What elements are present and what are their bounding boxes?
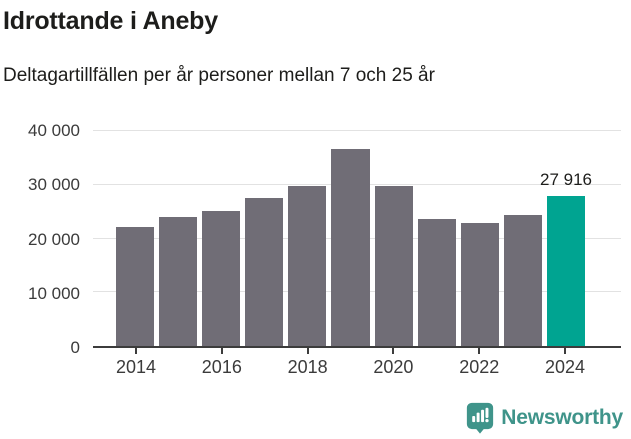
plot-area: 27 916 <box>93 130 621 348</box>
x-axis-label: 2020 <box>373 357 414 377</box>
x-cell-2016: 2016 <box>202 348 242 378</box>
bar-2018 <box>288 186 327 346</box>
x-cell-2024: 2024 <box>545 348 585 378</box>
bar-2023 <box>503 215 542 346</box>
x-cell-2023 <box>504 348 540 378</box>
newsworthy-chart-bubble-icon <box>466 402 494 434</box>
bar-2022 <box>460 223 499 346</box>
chart-subtitle: Deltagartillfällen per år personer mella… <box>3 65 435 86</box>
x-axis-label: 2022 <box>459 357 500 377</box>
bar-2017 <box>245 197 284 346</box>
bar-2020 <box>374 185 413 346</box>
x-cell-2022: 2022 <box>459 348 499 378</box>
x-axis-label: 2024 <box>544 357 586 377</box>
bar-slot-2017 <box>245 131 284 346</box>
x-tick-mark <box>564 348 566 354</box>
bar-2019 <box>331 148 370 346</box>
brand-name: Newsworthy <box>501 406 623 429</box>
bar-2015 <box>159 217 198 346</box>
bar-chart: 0 10 000 20 000 30 000 40 000 27 916 <box>3 122 621 357</box>
chart-title: Idrottande i Aneby <box>3 7 218 35</box>
bars-row: 27 916 <box>93 131 621 346</box>
bar-slot-2019 <box>331 131 370 346</box>
bar-2016 <box>202 211 241 346</box>
y-axis-label: 20 000 <box>28 229 80 249</box>
bar-2014 <box>116 226 155 346</box>
x-axis-label: 2016 <box>201 357 242 377</box>
x-cell-2014: 2014 <box>116 348 156 378</box>
y-axis-label: 30 000 <box>28 175 80 195</box>
newsworthy-logo: Newsworthy <box>466 402 623 434</box>
y-axis-label: 0 <box>70 338 80 357</box>
bar-value-label: 27 916 <box>539 169 592 189</box>
x-tick-mark <box>392 348 395 354</box>
x-cell-2021 <box>418 348 454 378</box>
bar-slot-2014 <box>116 131 155 346</box>
bar-2021 <box>417 218 456 346</box>
x-cell-2020: 2020 <box>373 348 413 378</box>
x-axis-label: 2018 <box>287 357 328 377</box>
x-cell-2019 <box>333 348 369 378</box>
bar-slot-2015 <box>159 131 198 346</box>
x-cell-2017 <box>247 348 283 378</box>
bar-2024 <box>546 195 586 346</box>
gridline-40000 <box>93 130 621 131</box>
bar-slot-2020 <box>374 131 413 346</box>
x-tick-mark <box>135 348 138 354</box>
x-cell-2018: 2018 <box>288 348 328 378</box>
y-axis: 0 10 000 20 000 30 000 40 000 <box>3 122 93 357</box>
x-cell-2015 <box>161 348 197 378</box>
y-axis-label: 40 000 <box>28 121 80 140</box>
x-axis: 2014 2016 2018 2020 2022 2024 <box>3 348 621 378</box>
x-axis-label: 2014 <box>116 357 157 377</box>
bar-slot-2022 <box>460 131 499 346</box>
bar-slot-2016 <box>202 131 241 346</box>
x-tick-mark <box>478 348 481 354</box>
x-axis-row: 2014 2016 2018 2020 2022 2024 <box>93 348 621 378</box>
x-tick-mark <box>220 348 223 354</box>
y-axis-label: 10 000 <box>28 283 80 303</box>
x-tick-mark <box>306 348 309 354</box>
bar-slot-2024: 27 916 <box>540 131 592 346</box>
bar-slot-2021 <box>417 131 456 346</box>
bar-slot-2018 <box>288 131 327 346</box>
bar-slot-2023 <box>503 131 542 346</box>
